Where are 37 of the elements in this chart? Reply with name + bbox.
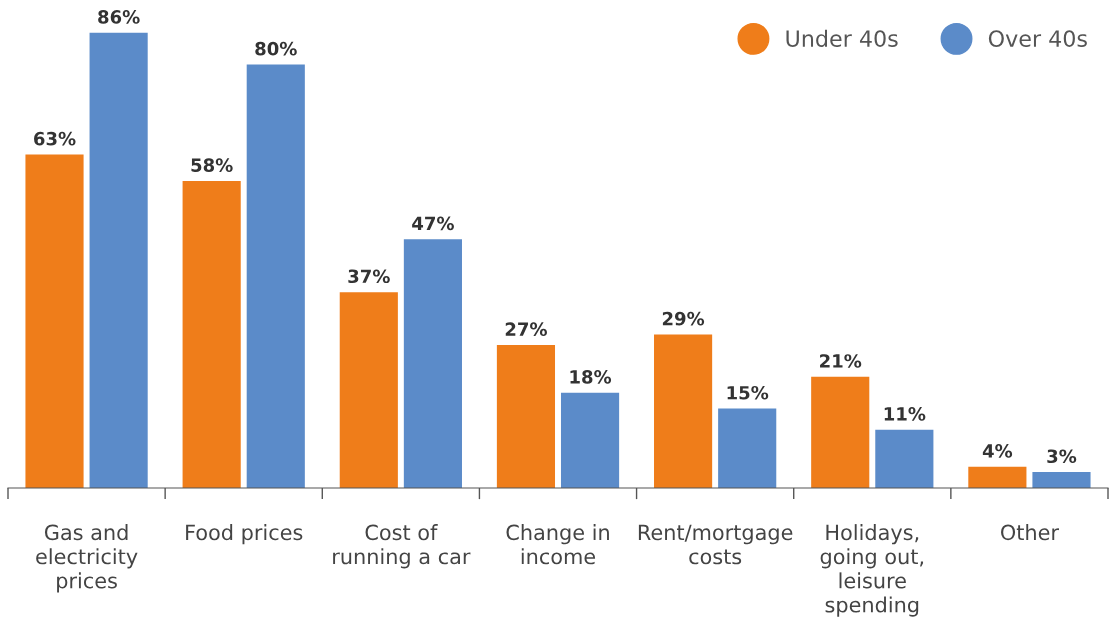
bar: [182, 180, 241, 488]
data-label: 3%: [1047, 449, 1077, 464]
data-label: 4%: [982, 444, 1013, 458]
x-tick-label: Food prices: [186, 524, 303, 545]
bar: [25, 154, 84, 488]
bar: [1032, 472, 1091, 488]
data-label: 29%: [662, 311, 705, 326]
data-label: 47%: [412, 216, 454, 231]
bar: [654, 334, 713, 488]
data-label: 27%: [505, 322, 547, 337]
bar: [496, 345, 556, 488]
bar: [89, 32, 148, 488]
bar: [560, 392, 620, 488]
legend-label: Under 40s: [786, 29, 898, 47]
data-label: 37%: [348, 269, 390, 284]
data-label: 18%: [570, 370, 612, 384]
bar: [718, 408, 777, 488]
data-label: 80%: [255, 41, 297, 56]
data-label: 15%: [727, 385, 769, 400]
x-tick-label: Holidays, going out, leisure spending: [820, 524, 924, 617]
data-label: 86%: [98, 10, 140, 24]
bar: [811, 376, 870, 488]
bar: [403, 239, 462, 488]
x-tick-label: Cost of running a car: [333, 524, 471, 569]
bar: [968, 466, 1027, 488]
bar: [339, 292, 398, 488]
x-tick-label: Rent/mortgage costs: [638, 524, 793, 565]
x-tick-label: Other: [1001, 524, 1059, 541]
legend-label: Over 40s: [988, 30, 1087, 47]
data-label: 21%: [820, 354, 862, 368]
data-label: 63%: [34, 131, 76, 146]
data-label: 11%: [884, 407, 926, 421]
x-tick-label: Gas and electricity prices: [36, 524, 138, 593]
bar: [246, 64, 305, 488]
bar: [875, 429, 934, 488]
data-label: 58%: [191, 158, 233, 172]
x-tick-label: Change in income: [506, 524, 609, 565]
